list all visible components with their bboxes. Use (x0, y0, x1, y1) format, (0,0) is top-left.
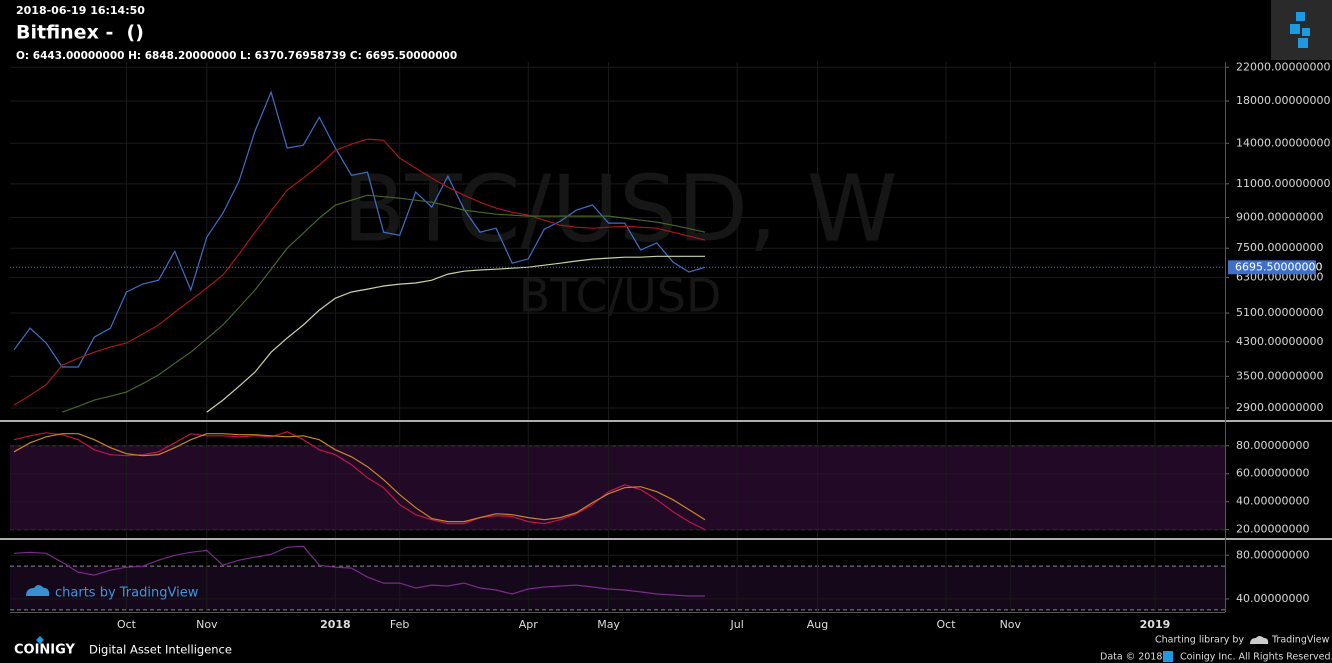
last-price-box (1228, 260, 1316, 275)
timestamp: 2018-06-19 16:14:50 (16, 4, 145, 17)
x-tick-label: Aug (807, 618, 828, 631)
x-tick-label: Nov (1000, 618, 1022, 631)
chart-title: Bitfinex - () (16, 22, 144, 44)
y-tick-label: 20.00000000 (1236, 523, 1309, 536)
y-tick-label: 11000.00000000 (1236, 177, 1330, 190)
y-tick-label: 40.00000000 (1236, 495, 1309, 508)
series-line (13, 431, 706, 531)
tradingview-badge: charts by TradingView (26, 585, 199, 601)
y-tick-label: 2900.00000000 (1236, 401, 1323, 414)
pane: BTC/USD, W BTC/USD (10, 62, 1225, 420)
series-line (206, 255, 705, 413)
x-tick-label: Oct (937, 618, 957, 631)
tagline: Digital Asset Intelligence (89, 643, 232, 657)
series-line (13, 433, 706, 523)
x-tick-label: 2018 (320, 618, 351, 631)
y-tick-label: 18000.00000000 (1236, 94, 1330, 107)
rights: Coinigy Inc. All Rights Reserved. (1180, 652, 1332, 663)
series-line (13, 138, 706, 406)
x-tick-label: Oct (117, 618, 137, 631)
data-year: Data © 2018 (1100, 652, 1162, 663)
tv-icon (1250, 636, 1269, 644)
y-tick-label: 22000.00000000 (1236, 60, 1330, 73)
x-tick-label: 2019 (1140, 618, 1171, 631)
y-tick-label: 40.00000000 (1236, 592, 1309, 605)
badge-text: charts by TradingView (55, 586, 199, 601)
x-tick-label: Feb (390, 618, 409, 631)
y-tick-label: 4300.00000000 (1236, 335, 1323, 348)
y-tick-label: 60.00000000 (1236, 467, 1309, 480)
library-name: TradingView (1271, 635, 1330, 646)
y-tick-label: 80.00000000 (1236, 548, 1309, 561)
y-tick-label: 9000.00000000 (1236, 211, 1323, 224)
library-text: Charting library by (1155, 635, 1244, 646)
coinigy-brand: COINIGY Digital Asset Intelligence (14, 636, 232, 658)
y-tick-label: 5100.00000000 (1236, 306, 1323, 319)
level-band (10, 566, 1225, 610)
x-tick-label: May (597, 618, 620, 631)
last-price-label: 6695.50000000 (1235, 260, 1322, 273)
series-line (13, 90, 706, 368)
coinigy-icon (1163, 651, 1173, 662)
pane (10, 422, 1225, 538)
series-line (61, 194, 706, 413)
y-tick-label: 14000.00000000 (1236, 136, 1330, 149)
watermark: BTC/USD, W (342, 155, 897, 262)
logo (1271, 0, 1332, 60)
series-line (13, 545, 705, 597)
pane (10, 540, 1225, 612)
x-tick-label: Jul (729, 618, 743, 631)
watermark-sub: BTC/USD (519, 269, 722, 323)
y-tick-label: 7500.00000000 (1236, 241, 1323, 254)
y-tick-label: 80.00000000 (1236, 439, 1309, 452)
brand: COINIGY (14, 643, 76, 658)
y-tick-label: 3500.00000000 (1236, 369, 1323, 382)
x-tick-label: Nov (196, 618, 218, 631)
chart-area: BTC/USD, W BTC/USD 22000.00000000 18000.000… (10, 60, 1330, 631)
x-tick-label: Apr (519, 618, 539, 631)
ohlc: O: 6443.00000000 H: 6848.20000000 L: 637… (16, 50, 457, 62)
